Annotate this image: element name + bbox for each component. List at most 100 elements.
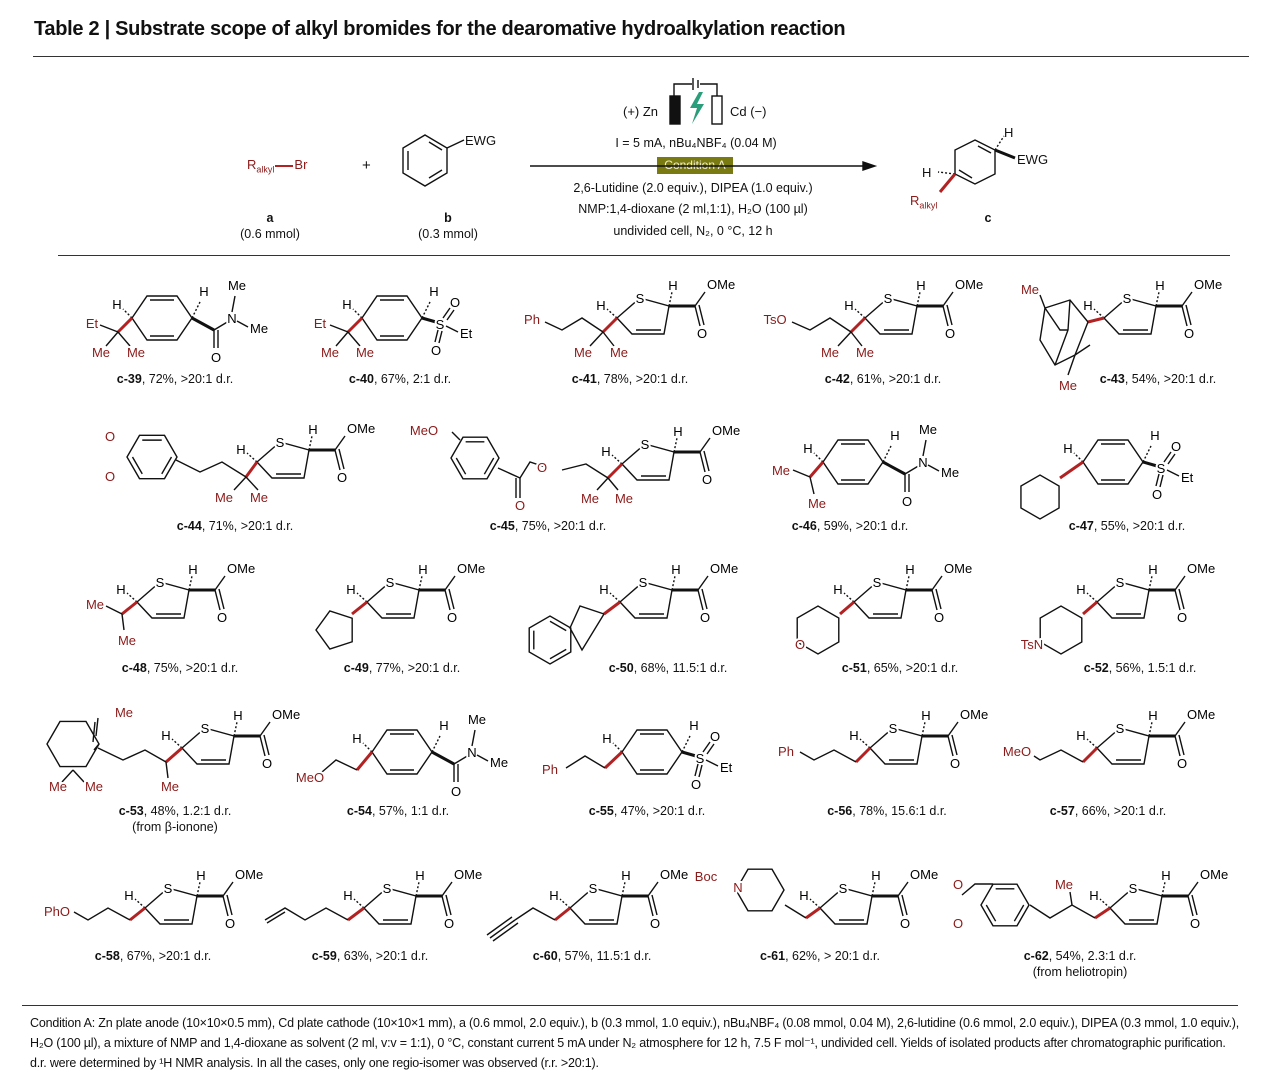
sulfonyl-bond bbox=[442, 307, 451, 319]
yield-dr: , 78%, 15.6:1 d.r. bbox=[852, 804, 947, 818]
bond bbox=[105, 331, 119, 347]
yield-dr: , 71%, >20:1 d.r. bbox=[201, 519, 294, 533]
methyl-bond bbox=[236, 320, 249, 328]
bond bbox=[61, 769, 74, 783]
hashed-bond bbox=[609, 592, 621, 603]
yield-dr: , 66%, >20:1 d.r. bbox=[1074, 804, 1167, 818]
oxygen-label: O bbox=[262, 756, 272, 771]
bond bbox=[266, 911, 286, 924]
ome-label: OMe bbox=[1187, 707, 1215, 722]
carbonyl-bond bbox=[214, 589, 221, 611]
h-label: H bbox=[199, 284, 208, 299]
substituent-label: Me bbox=[821, 345, 839, 360]
bond bbox=[99, 324, 119, 333]
cyclohexadiene-ring bbox=[361, 295, 423, 341]
hashed-bond bbox=[421, 301, 431, 319]
bond bbox=[92, 721, 96, 743]
sulfur-label: S bbox=[386, 575, 395, 590]
methyl-bond bbox=[927, 464, 940, 472]
ring bbox=[126, 434, 178, 480]
hashed-bond bbox=[356, 592, 368, 603]
footnote: Condition A: Zn plate anode (10×10×0.5 m… bbox=[30, 1016, 1240, 1070]
hashed-bond bbox=[418, 575, 423, 591]
dihydrothiophene-ring bbox=[363, 887, 417, 925]
hashed-bond bbox=[1099, 898, 1111, 909]
hashed-bond bbox=[126, 592, 138, 603]
cyclohexadiene-ring bbox=[131, 295, 193, 341]
title-divider bbox=[33, 56, 1249, 57]
hashed-bond bbox=[171, 738, 183, 749]
compound-caption: c-58, 67%, >20:1 d.r. bbox=[95, 948, 211, 964]
compound-id: c-49 bbox=[343, 661, 369, 675]
double-bond bbox=[428, 141, 443, 151]
nitrogen-label: N bbox=[467, 745, 476, 760]
ome-label: OMe bbox=[707, 277, 735, 292]
ester-bond bbox=[1174, 721, 1186, 737]
ome-label: OMe bbox=[960, 707, 988, 722]
compound-caption: c-51, 65%, >20:1 d.r. bbox=[842, 660, 958, 676]
compound-id: c-59 bbox=[311, 949, 337, 963]
substituent-label: Boc bbox=[695, 869, 718, 884]
bond bbox=[497, 467, 521, 479]
compound-caption: c-42, 61%, >20:1 d.r. bbox=[825, 371, 941, 387]
chain-bond bbox=[791, 317, 852, 333]
dihydrothiophene-ring bbox=[569, 887, 623, 925]
h-label: H bbox=[905, 562, 914, 577]
bond bbox=[335, 331, 349, 347]
dihydrothiophene-ring bbox=[621, 443, 675, 481]
new-c-c-bond bbox=[1087, 316, 1105, 324]
ester-bond bbox=[334, 435, 346, 451]
ewg-label: EWG bbox=[465, 133, 497, 148]
new-c-c-bond bbox=[839, 600, 855, 616]
compound-id: c-53 bbox=[118, 804, 144, 818]
h-label: H bbox=[429, 284, 438, 299]
compound-caption: c-47, 55%, >20:1 d.r. bbox=[1069, 518, 1185, 534]
new-c-c-bond bbox=[849, 316, 867, 334]
new-c-c-bond bbox=[601, 316, 619, 334]
ome-label: OMe bbox=[1200, 867, 1228, 882]
new-c-c-bond bbox=[116, 316, 134, 334]
sulfonyl-bond bbox=[702, 741, 711, 753]
sulfur-label: S bbox=[1116, 575, 1125, 590]
yield-dr: , 48%, 1.2:1 d.r. bbox=[143, 804, 232, 818]
lightning-bolt-icon bbox=[690, 92, 704, 124]
yield-dr: , 78%, >20:1 d.r. bbox=[596, 372, 689, 386]
new-c-c-bond bbox=[554, 906, 571, 922]
h-label: H bbox=[799, 888, 808, 903]
compound-caption: c-53, 48%, 1.2:1 d.r. (from β-ionone) bbox=[119, 803, 232, 835]
hashed-bond bbox=[559, 898, 571, 909]
yield-dr: , 55%, >20:1 d.r. bbox=[1093, 519, 1186, 533]
structure-c-50: S H H O OMe bbox=[528, 559, 740, 665]
h-label: H bbox=[112, 297, 121, 312]
aromatic-bond bbox=[549, 648, 567, 660]
product-r-sub: alkyl bbox=[919, 200, 938, 211]
substituent-label: O bbox=[105, 469, 115, 484]
bond bbox=[165, 761, 169, 779]
compound-caption: c-57, 66%, >20:1 d.r. bbox=[1050, 803, 1166, 819]
bond bbox=[347, 331, 361, 347]
compound-id: c-42 bbox=[824, 372, 850, 386]
h-label: H bbox=[346, 582, 355, 597]
methyl-bond bbox=[922, 439, 927, 457]
footnote-divider bbox=[22, 1005, 1238, 1006]
reagent-a: Ralkyl Br bbox=[247, 157, 307, 175]
oxygen-label: O bbox=[450, 295, 460, 310]
ester-bond bbox=[947, 721, 959, 737]
chain-bond bbox=[73, 907, 131, 921]
ethyl-bond bbox=[705, 759, 719, 767]
hashed-bond bbox=[1086, 738, 1098, 749]
methyl-bond bbox=[476, 754, 489, 762]
compound-id: c-39 bbox=[116, 372, 142, 386]
cyclohexadiene-ring bbox=[822, 439, 884, 485]
ring bbox=[1039, 605, 1083, 655]
sulfur-label: S bbox=[589, 881, 598, 896]
reagent-a-sub: alkyl bbox=[256, 164, 275, 175]
dihydrothiophene-ring bbox=[853, 581, 907, 619]
dihydrothiophene-ring bbox=[616, 297, 670, 335]
substituent-label: Me bbox=[321, 345, 339, 360]
conditions-line-1: 2,6-Lutidine (2.0 equiv.), DIPEA (1.0 eq… bbox=[573, 181, 813, 195]
chain-bond bbox=[97, 747, 167, 763]
product-r: Ralkyl bbox=[910, 193, 937, 211]
dihydrothiophene-ring bbox=[1096, 581, 1150, 619]
nitrogen-label: N bbox=[918, 455, 927, 470]
